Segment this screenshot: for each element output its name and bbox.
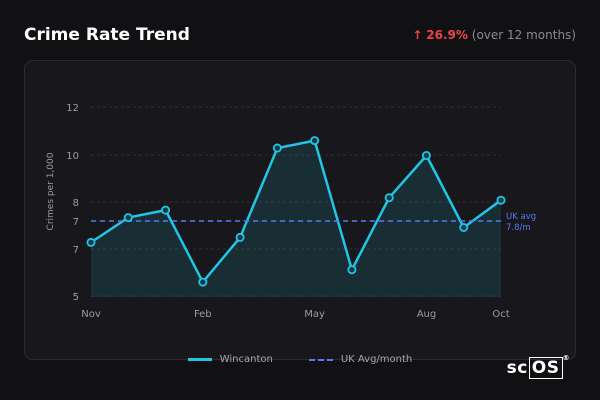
brand-logo: sc OS ®: [507, 358, 570, 378]
data-point: [162, 207, 169, 214]
logo-prefix: sc: [507, 358, 528, 378]
data-point: [125, 214, 132, 221]
data-point: [87, 239, 94, 246]
legend-label-series: Wincanton: [220, 354, 273, 365]
data-point: [311, 137, 318, 144]
x-tick-label: Aug: [417, 309, 437, 320]
y-tick-label: 5: [73, 292, 79, 303]
series-area: [91, 141, 501, 297]
legend-swatch-series: [188, 358, 212, 361]
logo-boxed: OS: [529, 357, 563, 379]
y-tick-label: 7: [73, 217, 79, 228]
y-tick-label: 8: [73, 198, 79, 209]
y-tick-label: 12: [66, 103, 79, 114]
y-axis-label: Crimes per 1,000: [46, 152, 56, 230]
x-tick-label: Nov: [81, 309, 101, 320]
data-point: [199, 279, 206, 286]
data-point: [386, 194, 393, 201]
x-tick-label: Oct: [492, 309, 509, 320]
legend-item-reference[interactable]: UK Avg/month: [309, 354, 412, 365]
y-tick-label: 10: [66, 151, 79, 162]
data-point: [274, 144, 281, 151]
logo-mark: ®: [563, 354, 571, 362]
legend-swatch-reference: [309, 359, 333, 361]
data-point: [348, 266, 355, 273]
data-point: [236, 234, 243, 241]
data-point: [460, 224, 467, 231]
reference-label: UK avg: [506, 212, 536, 222]
reference-value-label: 7.8/m: [506, 223, 531, 233]
y-tick-label: 7: [73, 245, 79, 256]
x-tick-label: Feb: [194, 309, 212, 320]
legend-item-series[interactable]: Wincanton: [188, 354, 273, 365]
data-point: [497, 197, 504, 204]
x-tick-label: May: [304, 309, 325, 320]
data-point: [423, 152, 430, 159]
legend-label-reference: UK Avg/month: [341, 354, 412, 365]
